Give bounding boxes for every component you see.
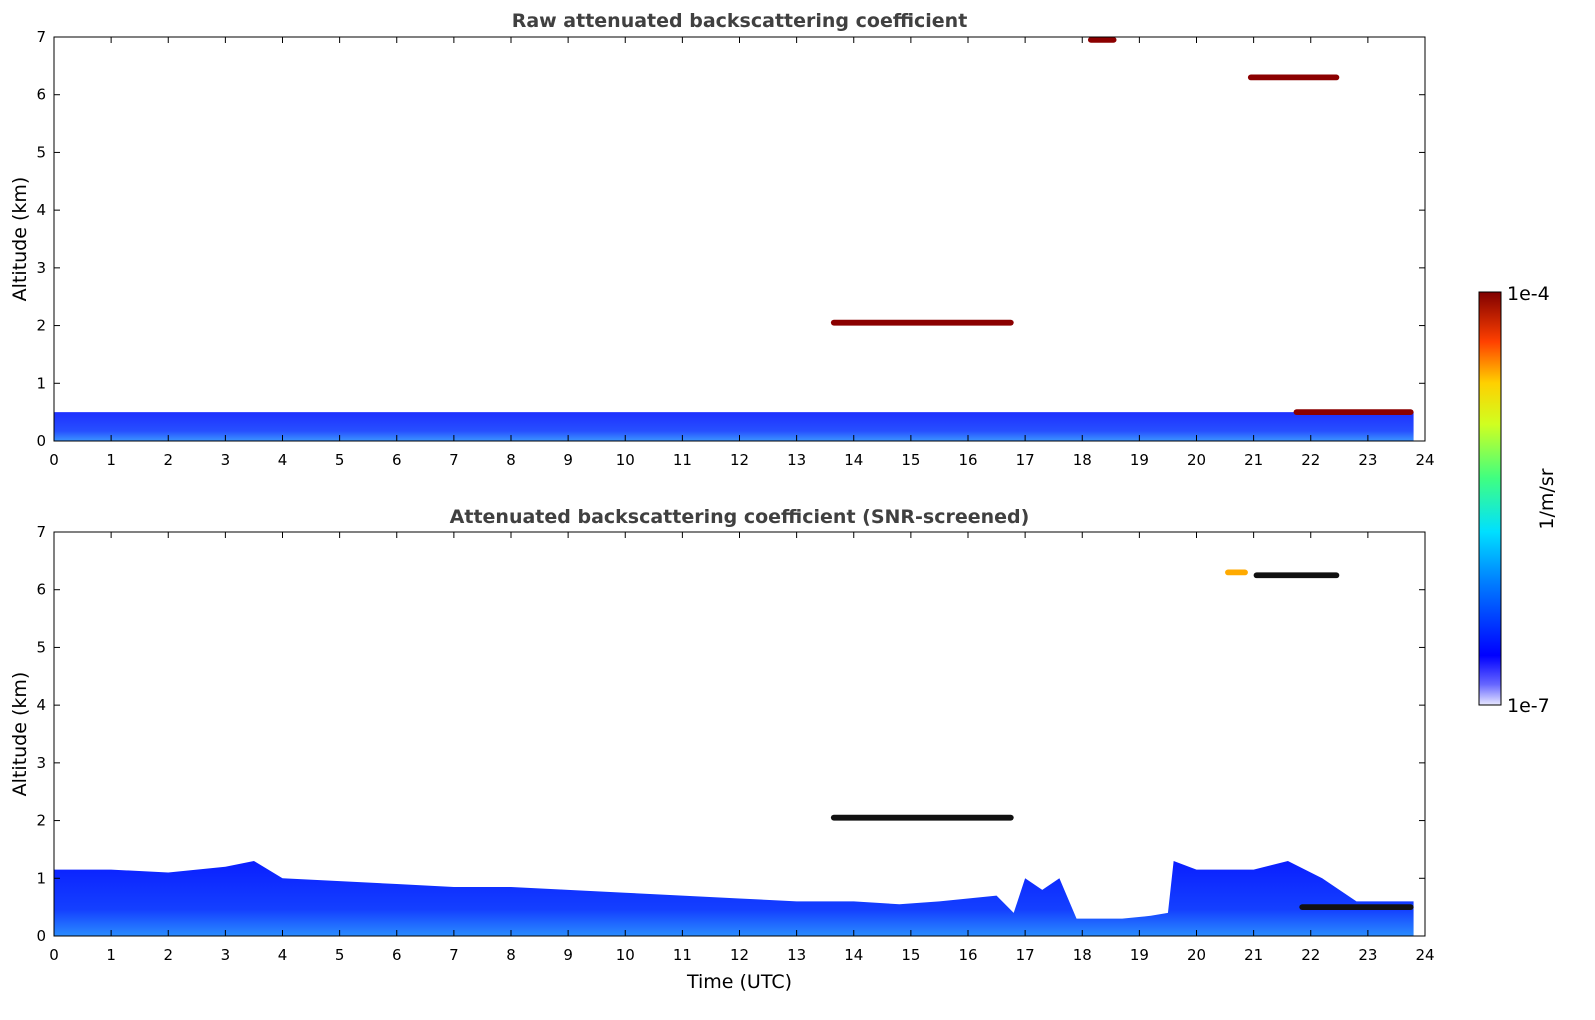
- colorbar: 1e-4 1e-7 1/m/sr: [1478, 283, 1558, 717]
- snr-x-tick-label: 24: [1415, 946, 1434, 964]
- snr-x-tick-label: 16: [958, 946, 977, 964]
- raw-x-tick-label: 20: [1187, 451, 1206, 469]
- raw-x-tick-label: 5: [335, 451, 345, 469]
- raw-y-tick-label: 0: [36, 432, 46, 450]
- raw-cloud-feature: [1247, 74, 1340, 81]
- x-axis-label: Time (UTC): [686, 971, 792, 993]
- snr-x-tick-label: 12: [730, 946, 749, 964]
- snr-x-tick-label: 15: [901, 946, 920, 964]
- snr-x-tick-label: 14: [844, 946, 863, 964]
- raw-x-tick-label: 19: [1130, 451, 1149, 469]
- raw-y-tick-label: 4: [36, 201, 46, 219]
- snr-x-tick-label: 7: [449, 946, 459, 964]
- snr-y-tick-label: 6: [36, 581, 46, 599]
- raw-noise-field: [54, 37, 1414, 441]
- raw-x-ticks: 0 1 2 3 4 5 6 7 8 9 10 11 12 13 14 15 16 17 18 19 20 21 22 23 24: [49, 37, 1435, 469]
- snr-y-tick-label: 7: [36, 523, 46, 541]
- snr-x-tick-label: 20: [1187, 946, 1206, 964]
- snr-x-tick-label: 5: [335, 946, 345, 964]
- raw-y-tick-label: 1: [36, 374, 46, 392]
- raw-x-tick-label: 10: [616, 451, 635, 469]
- snr-y-ticks: 0 1 2 3 4 5 6 7: [36, 523, 1425, 945]
- snr-cloud-feature: [1253, 572, 1340, 579]
- snr-x-tick-label: 9: [563, 946, 573, 964]
- snr-x-tick-label: 2: [163, 946, 173, 964]
- snr-x-tick-label: 8: [506, 946, 516, 964]
- raw-high-signal-streak: [888, 37, 917, 268]
- snr-x-tick-label: 11: [673, 946, 692, 964]
- snr-x-ticks: 0 1 2 3 4 5 6 7 8 9 10 11 12 13 14 15 16 17 18 19 20 21 22 23 24: [49, 532, 1435, 964]
- raw-x-tick-label: 18: [1073, 451, 1092, 469]
- snr-x-tick-label: 21: [1244, 946, 1263, 964]
- raw-panel-title: Raw attenuated backscattering coefficien…: [512, 10, 968, 32]
- raw-x-tick-label: 17: [1016, 451, 1035, 469]
- raw-x-tick-label: 6: [392, 451, 402, 469]
- colorbar-unit-label: 1/m/sr: [1536, 468, 1558, 529]
- raw-backscatter-panel: Raw attenuated backscattering coefficien…: [9, 10, 1435, 469]
- raw-x-tick-label: 4: [278, 451, 288, 469]
- snr-boundary-layer: [54, 860, 1414, 936]
- snr-x-tick-label: 18: [1073, 946, 1092, 964]
- snr-screened-panel: Attenuated backscattering coefficient (S…: [9, 506, 1435, 993]
- snr-cloud-feature: [830, 814, 1014, 821]
- raw-x-tick-label: 22: [1301, 451, 1320, 469]
- colorbar-min-label: 1e-7: [1507, 695, 1550, 717]
- raw-x-tick-label: 15: [901, 451, 920, 469]
- raw-x-tick-label: 16: [958, 451, 977, 469]
- raw-cloud-feature: [1293, 409, 1414, 416]
- raw-x-tick-label: 13: [787, 451, 806, 469]
- raw-cloud-feature: [830, 319, 1014, 326]
- snr-screened-heatmap: [54, 569, 1414, 936]
- raw-y-axis-label: Altitude (km): [9, 177, 31, 302]
- snr-x-tick-label: 10: [616, 946, 635, 964]
- snr-cloud-feature: [1225, 569, 1248, 576]
- snr-x-tick-label: 6: [392, 946, 402, 964]
- snr-y-tick-label: 2: [36, 812, 46, 830]
- raw-x-tick-label: 23: [1358, 451, 1377, 469]
- raw-y-ticks: 0 1 2 3 4 5 6 7: [36, 28, 1425, 450]
- raw-x-tick-label: 3: [221, 451, 231, 469]
- raw-y-tick-label: 6: [36, 86, 46, 104]
- raw-x-tick-label: 0: [49, 451, 59, 469]
- snr-x-tick-label: 23: [1358, 946, 1377, 964]
- snr-x-tick-label: 19: [1130, 946, 1149, 964]
- raw-y-tick-label: 5: [36, 143, 46, 161]
- snr-y-tick-label: 0: [36, 927, 46, 945]
- raw-x-tick-label: 8: [506, 451, 516, 469]
- raw-x-tick-label: 12: [730, 451, 749, 469]
- snr-panel-title: Attenuated backscattering coefficient (S…: [450, 506, 1030, 528]
- raw-y-tick-label: 2: [36, 317, 46, 335]
- raw-heatmap: [54, 37, 1414, 441]
- snr-y-axis-label: Altitude (km): [9, 672, 31, 797]
- raw-x-tick-label: 11: [673, 451, 692, 469]
- raw-x-tick-label: 21: [1244, 451, 1263, 469]
- raw-x-tick-label: 2: [163, 451, 173, 469]
- raw-cloud-feature: [1087, 37, 1117, 43]
- raw-x-tick-label: 24: [1415, 451, 1434, 469]
- snr-x-tick-label: 13: [787, 946, 806, 964]
- raw-x-tick-label: 9: [563, 451, 573, 469]
- snr-x-tick-label: 22: [1301, 946, 1320, 964]
- raw-y-tick-label: 3: [36, 259, 46, 277]
- snr-y-tick-label: 3: [36, 754, 46, 772]
- snr-x-tick-label: 17: [1016, 946, 1035, 964]
- snr-y-tick-label: 1: [36, 869, 46, 887]
- raw-x-tick-label: 14: [844, 451, 863, 469]
- snr-x-tick-label: 3: [221, 946, 231, 964]
- snr-y-tick-label: 5: [36, 638, 46, 656]
- colorbar-gradient: [1478, 291, 1502, 706]
- raw-x-tick-label: 7: [449, 451, 459, 469]
- raw-x-tick-label: 1: [106, 451, 116, 469]
- snr-x-tick-label: 1: [106, 946, 116, 964]
- snr-x-tick-label: 0: [49, 946, 59, 964]
- snr-cloud-feature: [1299, 904, 1414, 911]
- snr-y-tick-label: 4: [36, 696, 46, 714]
- raw-high-signal-streak: [653, 37, 700, 268]
- raw-boundary-layer: [54, 412, 1414, 441]
- colorbar-max-label: 1e-4: [1507, 283, 1550, 305]
- raw-y-tick-label: 7: [36, 28, 46, 46]
- snr-x-tick-label: 4: [278, 946, 288, 964]
